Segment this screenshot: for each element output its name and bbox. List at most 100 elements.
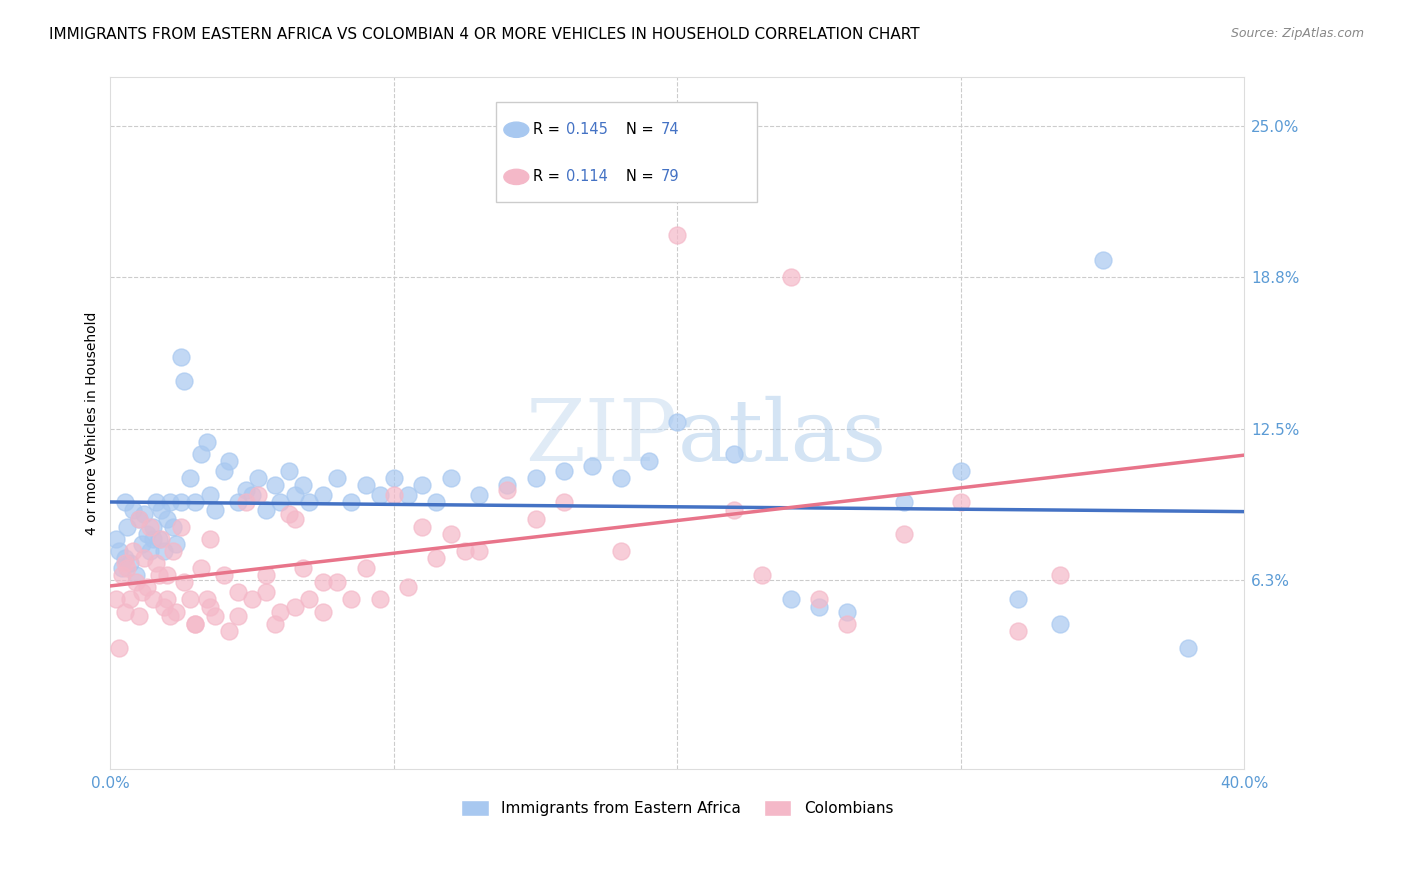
Text: atlas: atlas	[678, 396, 886, 479]
Point	[396, 580, 419, 594]
Point	[120, 592, 142, 607]
Point	[468, 488, 491, 502]
Point	[125, 575, 148, 590]
Point	[298, 495, 321, 509]
Point	[263, 478, 285, 492]
Point	[212, 568, 235, 582]
Point	[190, 447, 212, 461]
Point	[173, 575, 195, 590]
Point	[173, 374, 195, 388]
Point	[162, 519, 184, 533]
Point	[204, 502, 226, 516]
Point	[284, 488, 307, 502]
Point	[195, 434, 218, 449]
Point	[312, 488, 335, 502]
Point	[114, 551, 136, 566]
Text: ZIP: ZIP	[526, 396, 678, 479]
Point	[581, 131, 603, 145]
Point	[162, 544, 184, 558]
Circle shape	[503, 122, 529, 137]
Point	[134, 508, 156, 522]
Point	[128, 512, 150, 526]
Point	[553, 495, 575, 509]
Point	[326, 471, 349, 485]
Point	[1049, 616, 1071, 631]
Text: IMMIGRANTS FROM EASTERN AFRICA VS COLOMBIAN 4 OR MORE VEHICLES IN HOUSEHOLD CORR: IMMIGRANTS FROM EASTERN AFRICA VS COLOMB…	[49, 27, 920, 42]
Point	[114, 495, 136, 509]
Point	[170, 495, 193, 509]
Point	[354, 561, 377, 575]
Point	[128, 512, 150, 526]
Point	[949, 464, 972, 478]
Point	[120, 556, 142, 570]
Point	[893, 495, 915, 509]
Point	[751, 568, 773, 582]
Point	[263, 616, 285, 631]
Point	[212, 464, 235, 478]
Point	[439, 526, 461, 541]
Point	[312, 605, 335, 619]
Point	[204, 609, 226, 624]
Point	[122, 544, 145, 558]
Point	[382, 471, 405, 485]
Point	[226, 495, 249, 509]
Point	[246, 488, 269, 502]
Point	[496, 478, 519, 492]
Point	[165, 536, 187, 550]
Point	[198, 532, 221, 546]
Text: 74: 74	[661, 122, 679, 137]
Point	[893, 526, 915, 541]
Point	[150, 532, 173, 546]
Point	[145, 556, 167, 570]
Point	[837, 605, 859, 619]
Point	[553, 464, 575, 478]
Point	[131, 536, 153, 550]
Legend: Immigrants from Eastern Africa, Colombians: Immigrants from Eastern Africa, Colombia…	[454, 792, 901, 824]
Point	[170, 519, 193, 533]
Text: N =: N =	[626, 122, 658, 137]
Point	[184, 495, 207, 509]
Point	[125, 568, 148, 582]
Circle shape	[503, 169, 529, 185]
Point	[226, 609, 249, 624]
Point	[326, 575, 349, 590]
FancyBboxPatch shape	[496, 102, 756, 202]
Point	[165, 605, 187, 619]
Point	[723, 447, 745, 461]
Point	[524, 471, 547, 485]
Y-axis label: 4 or more Vehicles in Household: 4 or more Vehicles in Household	[86, 311, 100, 535]
Point	[156, 512, 179, 526]
Text: 0.145: 0.145	[567, 122, 609, 137]
Point	[117, 561, 139, 575]
Point	[122, 502, 145, 516]
Point	[195, 592, 218, 607]
Point	[425, 551, 447, 566]
Point	[254, 568, 277, 582]
Text: 79: 79	[661, 169, 679, 185]
Point	[114, 605, 136, 619]
Point	[1007, 592, 1029, 607]
Point	[156, 568, 179, 582]
Point	[609, 544, 631, 558]
Point	[723, 502, 745, 516]
Point	[235, 495, 257, 509]
Point	[114, 556, 136, 570]
Point	[312, 575, 335, 590]
Point	[609, 471, 631, 485]
Point	[278, 464, 301, 478]
Point	[779, 592, 801, 607]
Point	[153, 544, 176, 558]
Point	[240, 488, 263, 502]
Point	[159, 609, 181, 624]
Point	[179, 471, 201, 485]
Point	[128, 609, 150, 624]
Point	[779, 269, 801, 284]
Point	[108, 640, 131, 655]
Point	[105, 532, 128, 546]
Point	[1049, 568, 1071, 582]
Text: R =: R =	[533, 122, 565, 137]
Point	[190, 561, 212, 575]
Point	[111, 568, 134, 582]
Point	[638, 454, 661, 468]
Point	[468, 544, 491, 558]
